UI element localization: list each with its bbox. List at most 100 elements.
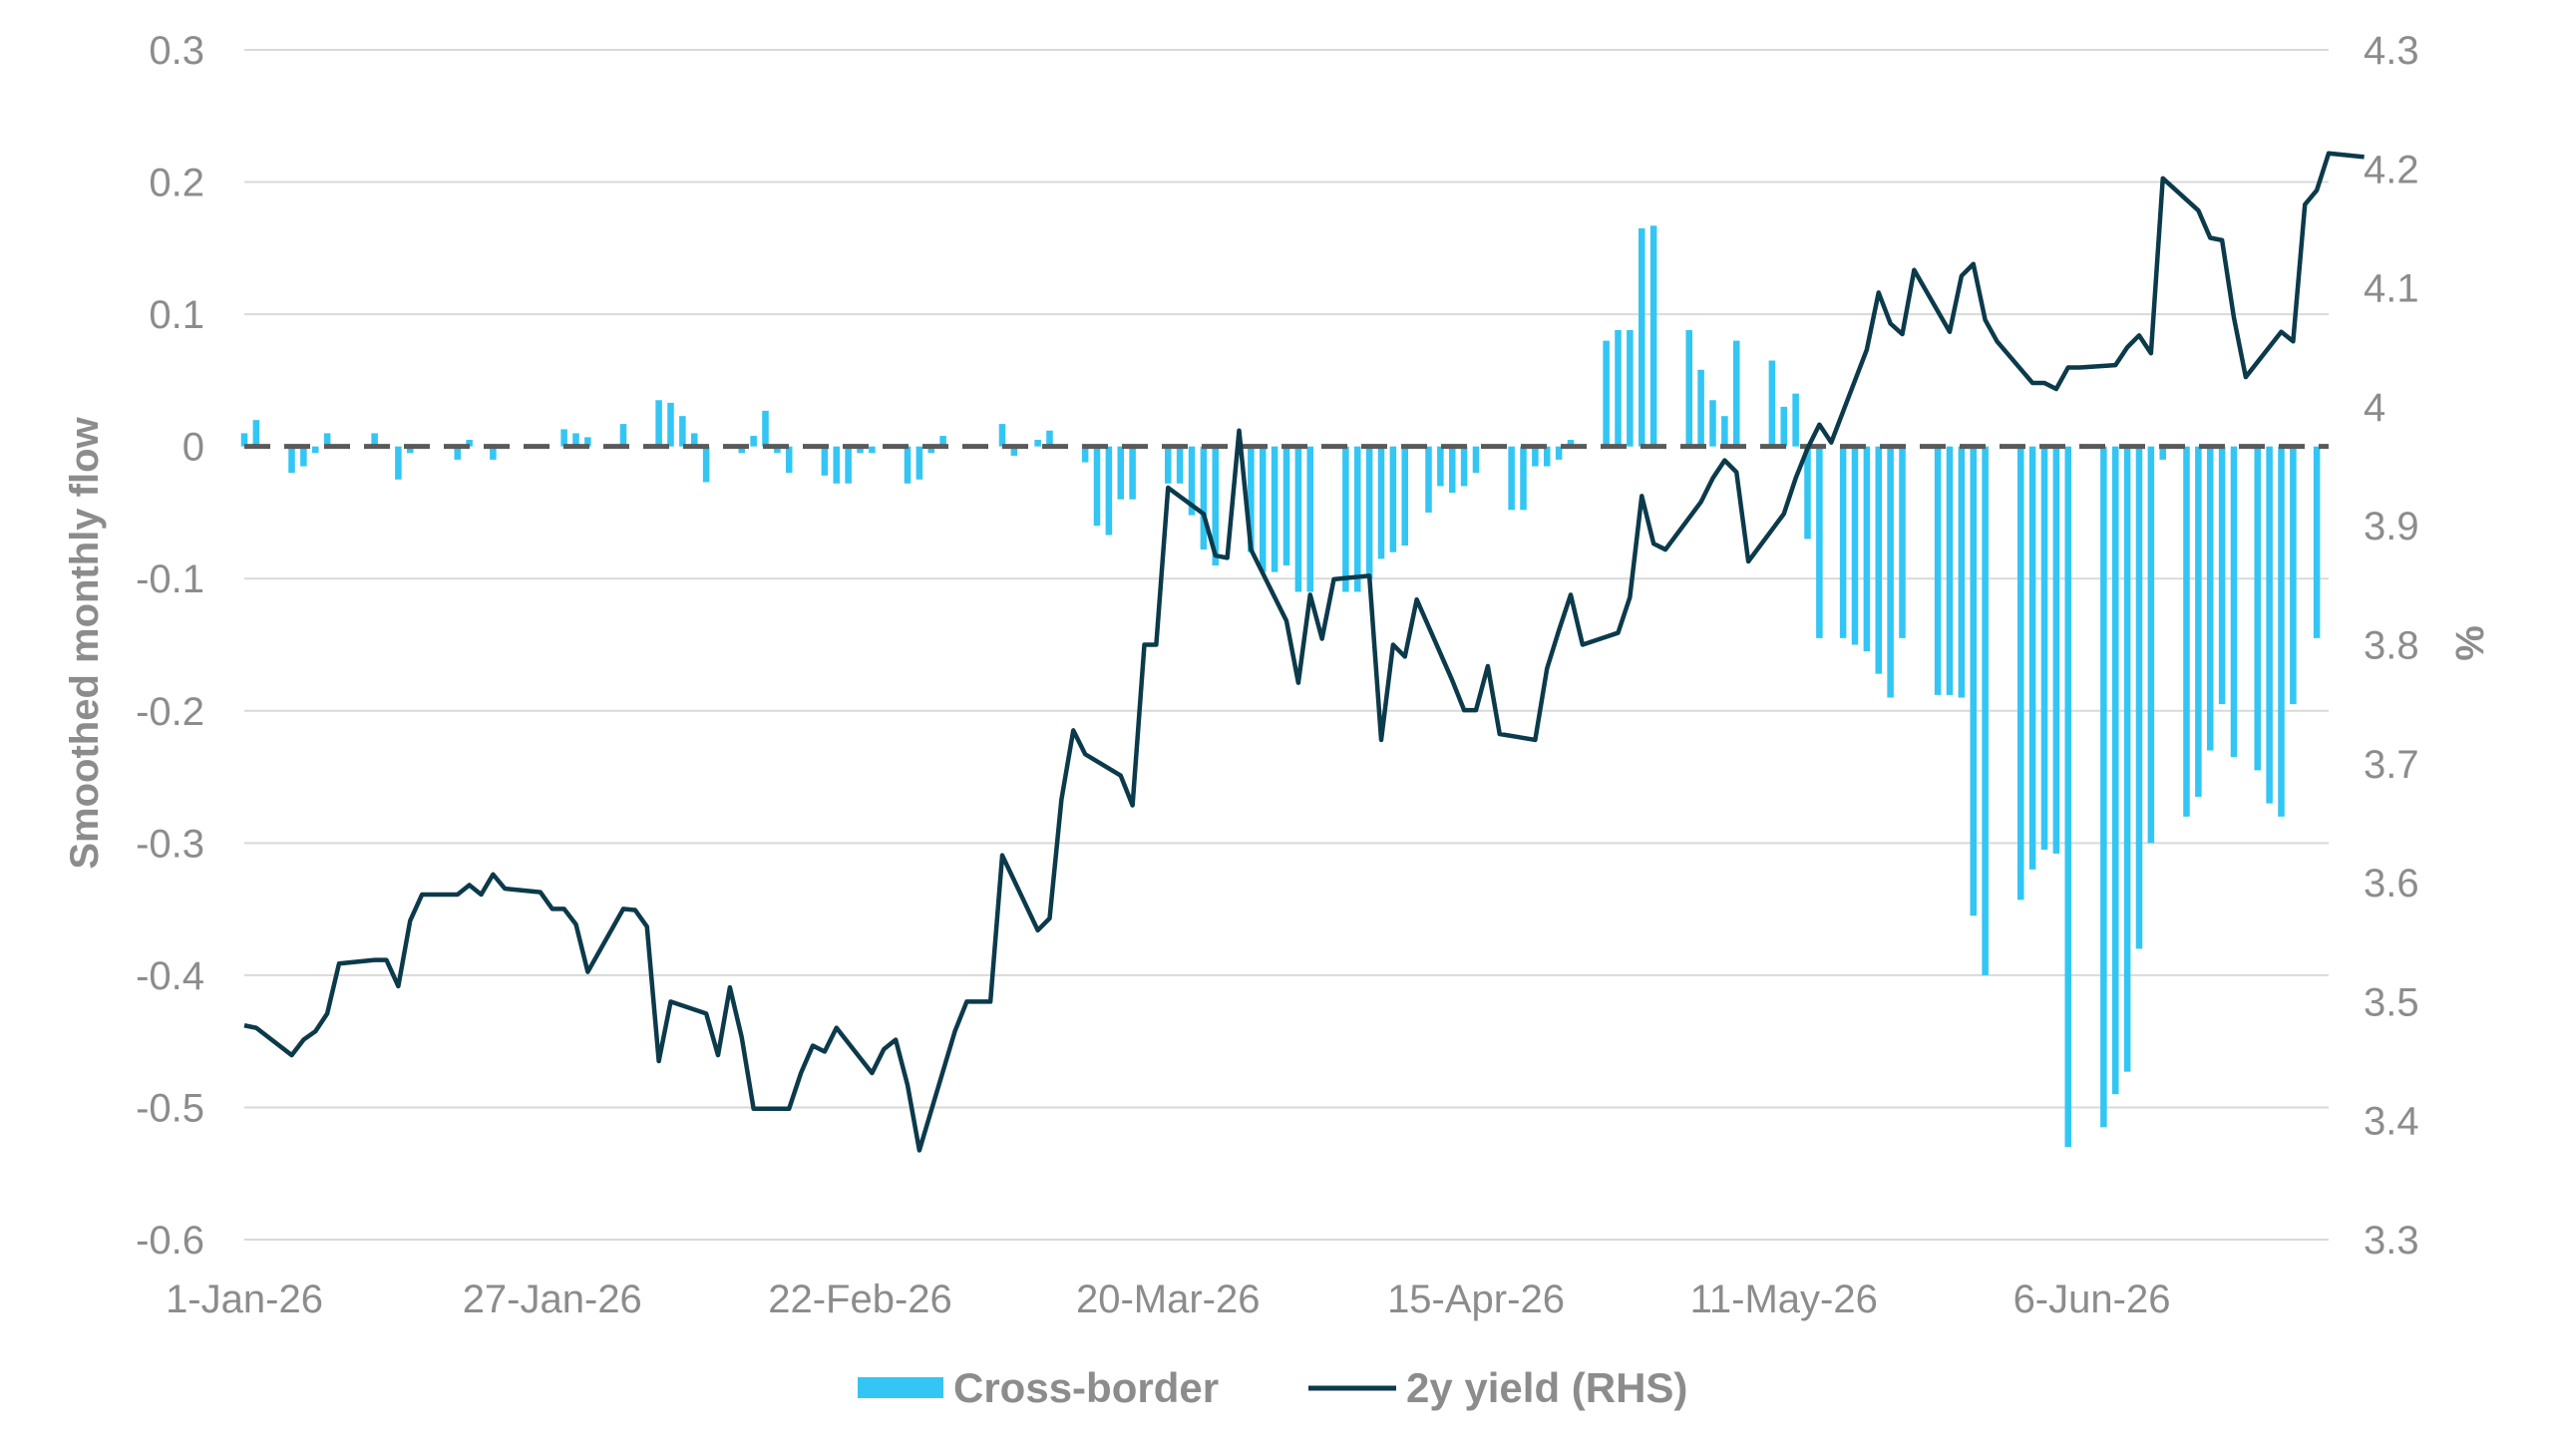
bar [1460,446,1468,487]
bar [300,446,307,467]
x-tick-label: 20-Mar-26 [1076,1277,1261,1321]
bar [2111,446,2119,1095]
bar [904,446,912,484]
bar [927,446,935,454]
x-tick-label: 11-May-26 [1690,1277,1878,1321]
right-tick-label: 3.6 [2364,862,2419,906]
bar [572,433,579,447]
bar [466,440,473,447]
bar [1271,446,1278,572]
bar [2159,446,2167,460]
bar [1532,446,1539,467]
bar [1899,446,1906,638]
bar [1638,227,1645,447]
bar [1294,446,1302,592]
right-tick-label: 4.2 [2364,148,2419,191]
bar [1958,446,1966,698]
x-axis-ticks: 1-Jan-26 27-Jan-26 22-Feb-26 20-Mar-26 15-Ap… [166,1277,2170,1321]
bar [1792,393,1799,447]
bar [1887,446,1894,698]
left-tick-label: 0.3 [149,29,204,73]
bar [1555,446,1563,460]
bar [690,433,698,447]
left-tick-label: 0.2 [149,162,204,205]
bar [750,436,757,447]
bar [2278,446,2285,817]
bar [655,400,662,447]
right-tick-label: 3.9 [2364,505,2419,548]
bar [785,446,793,474]
bar [1342,446,1349,592]
bar [1721,416,1728,447]
bar [1353,446,1361,592]
bar [2313,446,2321,638]
bar [1863,446,1871,652]
right-axis-title: % [2448,625,2492,661]
right-tick-label: 4.3 [2364,29,2419,73]
bar [1472,446,1480,474]
right-tick-label: 4.1 [2364,267,2419,311]
bar [915,446,923,480]
bar [619,424,627,447]
bar [2290,446,2297,705]
bar [1543,446,1551,467]
bar [1377,446,1385,559]
right-tick-label: 4 [2364,386,2385,430]
right-tick-label: 3.7 [2364,743,2419,787]
gridlines [244,49,2329,1241]
bar [2040,446,2048,850]
bar [1520,446,1527,511]
bar [1389,446,1397,552]
bar [2028,446,2036,870]
bar [833,446,841,484]
bar [490,446,497,460]
right-tick-label: 3.3 [2364,1219,2419,1263]
bar [454,446,462,460]
legend-label-yield: 2y yield (RHS) [1406,1364,1687,1411]
left-tick-label: -0.5 [136,1086,204,1130]
bar [1164,446,1172,484]
bar [2135,446,2143,949]
bar [1401,446,1409,546]
yield-line [243,151,2365,1153]
bar [2016,446,2024,901]
bar [667,402,674,447]
bar [1129,446,1136,500]
bar [1685,330,1693,447]
bar [240,433,248,447]
bar [1282,446,1290,565]
bar [1259,446,1267,572]
bar [406,446,414,454]
bar [1105,446,1113,536]
bar [1508,446,1515,511]
bar [2064,446,2072,1148]
bar [323,433,331,447]
bar [311,446,319,454]
bar [1117,446,1125,500]
bar [1851,446,1859,645]
bar [1780,406,1788,447]
bar [1946,446,1954,695]
bar [1365,446,1373,579]
left-tick-label: -0.4 [136,954,204,998]
cross-border-bars [240,225,2321,1148]
bar [2147,446,2155,844]
bar [560,429,567,447]
bar [1615,330,1622,447]
bar [2183,446,2190,817]
bar [1603,340,1610,447]
bar [2100,446,2107,1128]
left-tick-label: 0 [183,426,204,470]
bar [774,446,781,454]
bar [1697,369,1704,447]
legend-label-cross-border: Cross-border [953,1364,1219,1411]
bar [2266,446,2273,804]
bar [288,446,295,474]
bar [371,433,378,447]
bar [762,410,769,447]
bar [1970,446,1978,916]
bar [1567,440,1575,447]
x-tick-label: 6-Jun-26 [2013,1277,2171,1321]
bar [845,446,852,484]
